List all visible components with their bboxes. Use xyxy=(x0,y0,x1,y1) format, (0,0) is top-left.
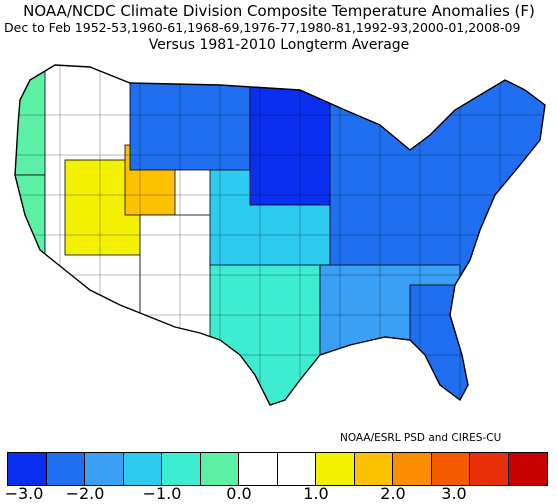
tick-label: 3.0 xyxy=(441,484,467,503)
region-northern-plains xyxy=(129,65,251,171)
tick-label: −2.0 xyxy=(65,484,105,503)
baseline-subtitle: Versus 1981-2010 Longterm Average xyxy=(148,37,410,53)
color-swatch-11 xyxy=(431,453,470,485)
region-texas-southern-plains xyxy=(209,254,321,405)
tick-label: 0.0 xyxy=(226,484,252,503)
tick-label: 1.0 xyxy=(303,484,329,503)
region-ohio-valley-east xyxy=(329,65,545,276)
tick-label: −3.0 xyxy=(4,484,44,503)
color-swatch-7 xyxy=(277,453,316,485)
color-swatch-9 xyxy=(354,453,393,485)
tick-label: −1.0 xyxy=(142,484,182,503)
division-grid xyxy=(15,65,545,405)
credit-text: NOAA/ESRL PSD and CIRES-CU xyxy=(340,432,502,444)
color-swatch-13 xyxy=(508,453,547,485)
season-years-subtitle: Dec to Feb 1952-53,1960-61,1968-69,1976-… xyxy=(4,20,521,35)
color-swatch-8 xyxy=(316,453,355,485)
color-swatch-2 xyxy=(85,453,124,485)
color-swatch-0 xyxy=(8,453,47,485)
map-title: NOAA/NCDC Climate Division Composite Tem… xyxy=(23,2,535,20)
region-california-coast xyxy=(15,174,46,336)
color-swatch-4 xyxy=(162,453,201,485)
color-swatch-3 xyxy=(123,453,162,485)
color-swatch-1 xyxy=(46,453,85,485)
color-swatch-10 xyxy=(393,453,432,485)
color-swatch-5 xyxy=(200,453,239,485)
color-scale-legend xyxy=(7,452,548,486)
tick-label: 2.0 xyxy=(380,484,406,503)
color-swatch-12 xyxy=(470,453,509,485)
color-swatch-6 xyxy=(239,453,278,485)
us-anomaly-map xyxy=(14,64,546,406)
us-outline xyxy=(14,64,546,406)
color-scale-ticks: −3.0 −2.0 −1.0 0.0 1.0 2.0 3.0 xyxy=(0,484,558,504)
